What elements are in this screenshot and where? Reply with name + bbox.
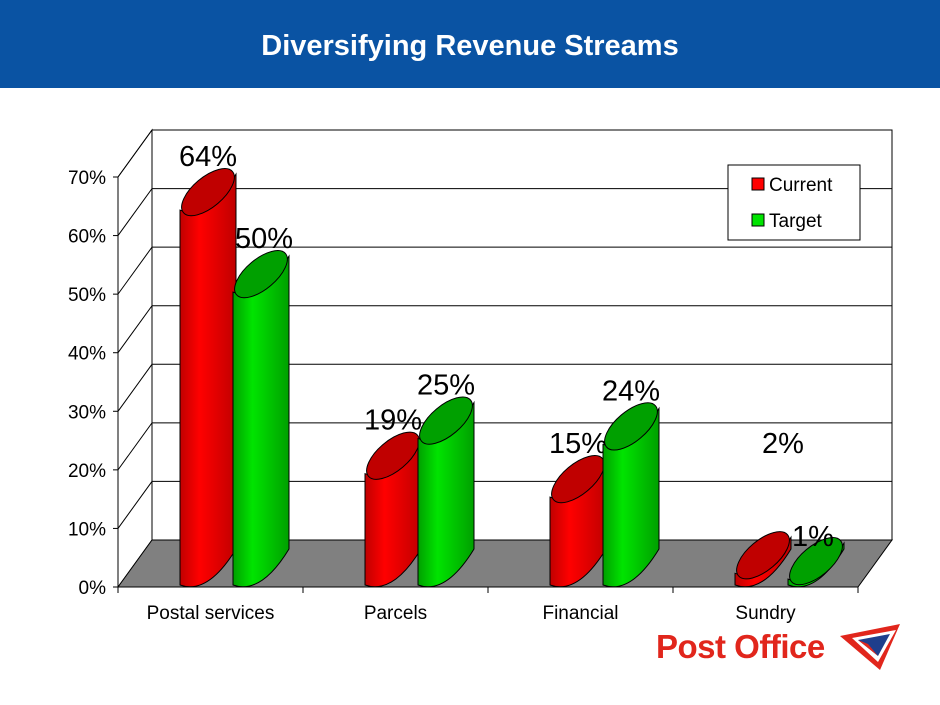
data-label: 24% [602, 375, 660, 407]
bar-target-postal-services [232, 250, 290, 588]
data-label: 50% [235, 223, 293, 255]
gridline [117, 129, 892, 178]
bar-current-postal-services [179, 168, 237, 588]
y-tick-label: 40% [68, 344, 106, 365]
gridline [117, 246, 892, 295]
gridline [117, 188, 892, 236]
bar-current-parcels [364, 431, 422, 588]
bar-target-parcels [417, 396, 475, 588]
chart-side-wall [117, 128, 153, 589]
data-label: 15% [549, 428, 607, 460]
page-title: Diversifying Revenue Streams [261, 30, 679, 62]
y-tick-label: 10% [68, 519, 106, 540]
gridline [117, 305, 892, 354]
bar-body [232, 254, 290, 588]
x-tick-label: Parcels [364, 603, 427, 624]
bar-cap [366, 431, 420, 480]
legend [727, 164, 861, 241]
y-tick-label: 30% [68, 402, 106, 423]
y-tick-label: 20% [68, 461, 106, 482]
legend-swatch [751, 213, 765, 227]
bar-target-financial [602, 402, 660, 588]
data-label: 19% [364, 405, 422, 437]
bar-cap [181, 168, 235, 217]
x-tick-label: Postal services [147, 603, 275, 624]
y-tick-label: 70% [68, 168, 106, 189]
bar-body [179, 172, 237, 588]
y-tick-label: 0% [79, 578, 107, 599]
bar-cap [789, 537, 843, 586]
bar-current-financial [549, 455, 607, 588]
bar-current-sundry [734, 531, 792, 588]
bar-cap [604, 402, 658, 451]
data-label: 64% [179, 141, 237, 173]
x-tick-label: Financial [542, 603, 618, 624]
legend-label: Current [769, 175, 833, 196]
bar-cap [419, 396, 473, 445]
data-label: 25% [417, 370, 475, 402]
header-bar [0, 0, 940, 88]
post-office-envelope-icon [840, 624, 900, 670]
bar-target-sundry [787, 537, 845, 588]
logo-text: Post Office [656, 628, 825, 665]
legend-label: Target [769, 211, 823, 232]
data-label: 2% [762, 428, 804, 460]
bar-cap [234, 250, 288, 299]
x-tick-label: Sundry [735, 603, 796, 624]
gridline [117, 363, 892, 412]
y-tick-label: 50% [68, 285, 106, 306]
y-tick-label: 60% [68, 227, 106, 248]
data-label: 1% [792, 521, 834, 553]
legend-swatch [751, 177, 765, 191]
bar-cap [736, 531, 790, 580]
